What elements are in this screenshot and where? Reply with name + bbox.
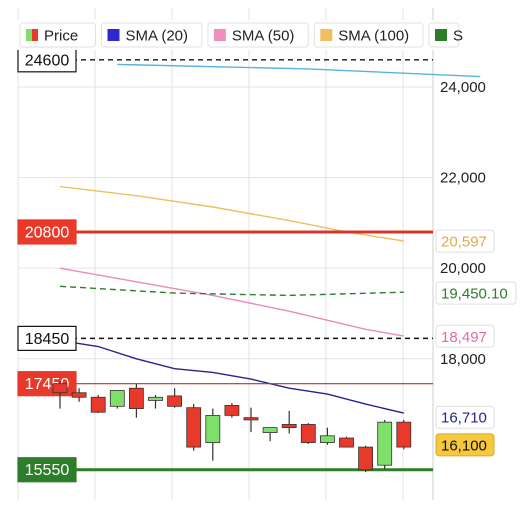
price-tag-label: 16,100: [441, 437, 487, 454]
candle-body: [90, 396, 106, 413]
legend-label: S: [453, 28, 463, 45]
price-tag-box: [435, 281, 517, 305]
candles: [52, 381, 412, 472]
candle-body: [396, 421, 412, 448]
y-tick-label: 24,000: [440, 79, 486, 96]
candle-body: [339, 437, 354, 448]
level-label-20800: 20800: [25, 224, 70, 241]
sma200-swatch-icon: [435, 29, 447, 41]
candle-body: [243, 417, 259, 421]
price-tag-box: [435, 324, 495, 348]
candle-body: [205, 414, 221, 443]
price-tag-box: [435, 229, 495, 253]
legend-label: SMA (20): [126, 28, 189, 45]
candle-body: [71, 392, 87, 398]
candle-body: [377, 421, 393, 466]
level-label-24600: 24600: [25, 52, 70, 69]
candle-body: [281, 424, 297, 429]
candle-body: [224, 405, 240, 416]
y-tick-label: 20,000: [440, 260, 486, 277]
price-tag-label: 19,450.10: [441, 286, 508, 303]
price-tag-label: 20,597: [441, 234, 487, 251]
sma-line-4: [117, 63, 481, 78]
legend-label: SMA (100): [338, 28, 409, 45]
price-tag-box: [435, 405, 495, 429]
level-label-box-24600: [17, 47, 77, 73]
price-tag-label: 18,497: [441, 329, 487, 346]
price-tag-label: 16,710: [441, 410, 487, 427]
level-label-15550: 15550: [25, 462, 70, 479]
sma100-swatch-icon: [320, 29, 333, 41]
candle-body: [148, 396, 163, 401]
legend-item-2: [207, 22, 309, 48]
y-tick-label: 22,000: [440, 170, 486, 187]
legend-item-1: [101, 22, 203, 48]
legend-item-3: [313, 22, 424, 48]
candle-body: [167, 395, 183, 407]
candle-body: [186, 407, 202, 448]
legend: Price SMA (20) SMA (50) SMA (100) S: [14, 20, 520, 50]
level-label-box-15550: [17, 457, 77, 483]
level-label-box-18450: [17, 325, 77, 351]
legend-item-0: [19, 22, 96, 48]
legend-label: SMA (50): [232, 28, 295, 45]
y-tick-label: 18,000: [440, 351, 486, 368]
sma-line-3: [59, 285, 404, 297]
price-tags: 20,597 19,450.10 18,497 16,710 16,100: [435, 229, 517, 457]
level-label-box-20800: [17, 219, 77, 245]
candle-body: [300, 424, 316, 443]
sma50-swatch-icon: [213, 29, 226, 41]
price-swatch-icon: [26, 29, 32, 41]
legend-label: Price: [44, 28, 78, 45]
y-axis: 24,000 22,000 20,000 18,000: [440, 79, 486, 368]
level-label-18450: 18450: [25, 331, 70, 348]
grid-lines: [17, 8, 434, 500]
sma-line-0: [59, 339, 404, 414]
candle-body: [52, 383, 68, 394]
sma20-swatch-icon: [107, 29, 120, 41]
price-tag-box: [435, 433, 495, 457]
candle-body: [262, 427, 278, 433]
candle-body: [109, 390, 125, 407]
sma-lines: [59, 63, 481, 414]
price-swatch-icon-half: [32, 29, 38, 41]
candle-body: [358, 446, 374, 471]
candle-body: [128, 387, 144, 409]
candle-body: [319, 435, 335, 443]
sma-line-1: [59, 267, 404, 337]
